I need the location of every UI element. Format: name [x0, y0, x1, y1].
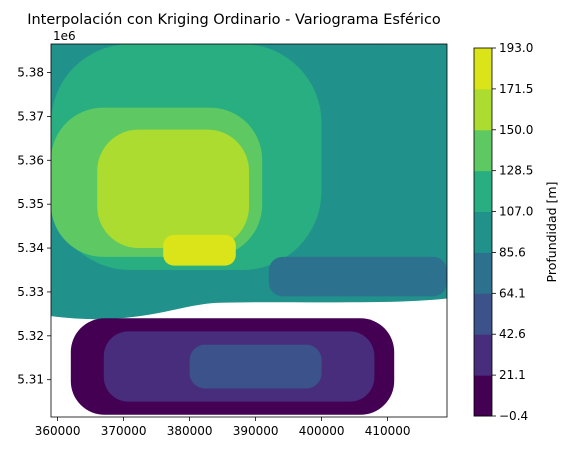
- colorbar-band: [474, 334, 492, 376]
- x-tick-label: 390000: [233, 424, 279, 438]
- x-tick-label: 380000: [167, 424, 213, 438]
- colorbar: [474, 48, 492, 417]
- y-tick-label: 5.36: [17, 153, 44, 167]
- colorbar-band: [474, 48, 492, 90]
- colorbar-tick-label: −0.4: [499, 409, 528, 423]
- colorbar-tick-label: 64.1: [499, 286, 526, 300]
- x-tick-label: 400000: [299, 424, 345, 438]
- colorbar-band: [474, 129, 492, 172]
- colorbar-band: [474, 375, 492, 417]
- colorbar-tick-label: 85.6: [499, 245, 526, 259]
- colorbar-band: [474, 252, 492, 294]
- colorbar-label: Profundidad [m]: [544, 182, 559, 283]
- x-tick-label: 410000: [365, 424, 411, 438]
- colorbar-band: [474, 293, 492, 335]
- colorbar-ticks: −0.4 21.1 42.6 64.1 85.6 107.0 128.5 150.0 171.5…: [492, 41, 533, 423]
- contour-region: [268, 256, 447, 297]
- contour-region: [189, 344, 322, 389]
- chart-title: Interpolación con Kriging Ordinario - Va…: [27, 12, 441, 28]
- colorbar-band: [474, 211, 492, 253]
- y-offset-label: 1e6: [53, 29, 76, 43]
- plot-area: [51, 44, 447, 417]
- colorbar-band: [474, 170, 492, 213]
- colorbar-tick-label: 150.0: [499, 123, 533, 137]
- colorbar-band: [474, 88, 492, 131]
- plot-frame: [50, 43, 448, 418]
- colorbar-tick-label: 21.1: [499, 368, 526, 382]
- contour-region: [97, 129, 249, 249]
- y-tick-label: 5.37: [17, 109, 44, 123]
- colorbar-tick-label: 171.5: [499, 82, 533, 96]
- colorbar-frame: [473, 47, 493, 417]
- y-axis: 5.31 5.32 5.33 5.34 5.35 5.36 5.37 5.38: [17, 66, 51, 387]
- x-tick-label: 370000: [101, 424, 147, 438]
- y-tick-label: 5.31: [17, 373, 44, 387]
- colorbar-tick-label: 193.0: [499, 41, 533, 55]
- contour-layer: [51, 44, 447, 417]
- x-tick-label: 360000: [35, 424, 81, 438]
- y-tick-label: 5.34: [17, 241, 44, 255]
- y-tick-label: 5.38: [17, 66, 44, 80]
- colorbar-tick-label: 128.5: [499, 164, 533, 178]
- colorbar-tick-label: 107.0: [499, 205, 533, 219]
- contour-region: [163, 234, 236, 266]
- y-tick-label: 5.32: [17, 329, 44, 343]
- y-tick-label: 5.33: [17, 285, 44, 299]
- x-axis: 360000 370000 380000 390000 400000 410000: [35, 417, 411, 438]
- colorbar-tick-label: 42.6: [499, 327, 526, 341]
- y-tick-label: 5.35: [17, 197, 44, 211]
